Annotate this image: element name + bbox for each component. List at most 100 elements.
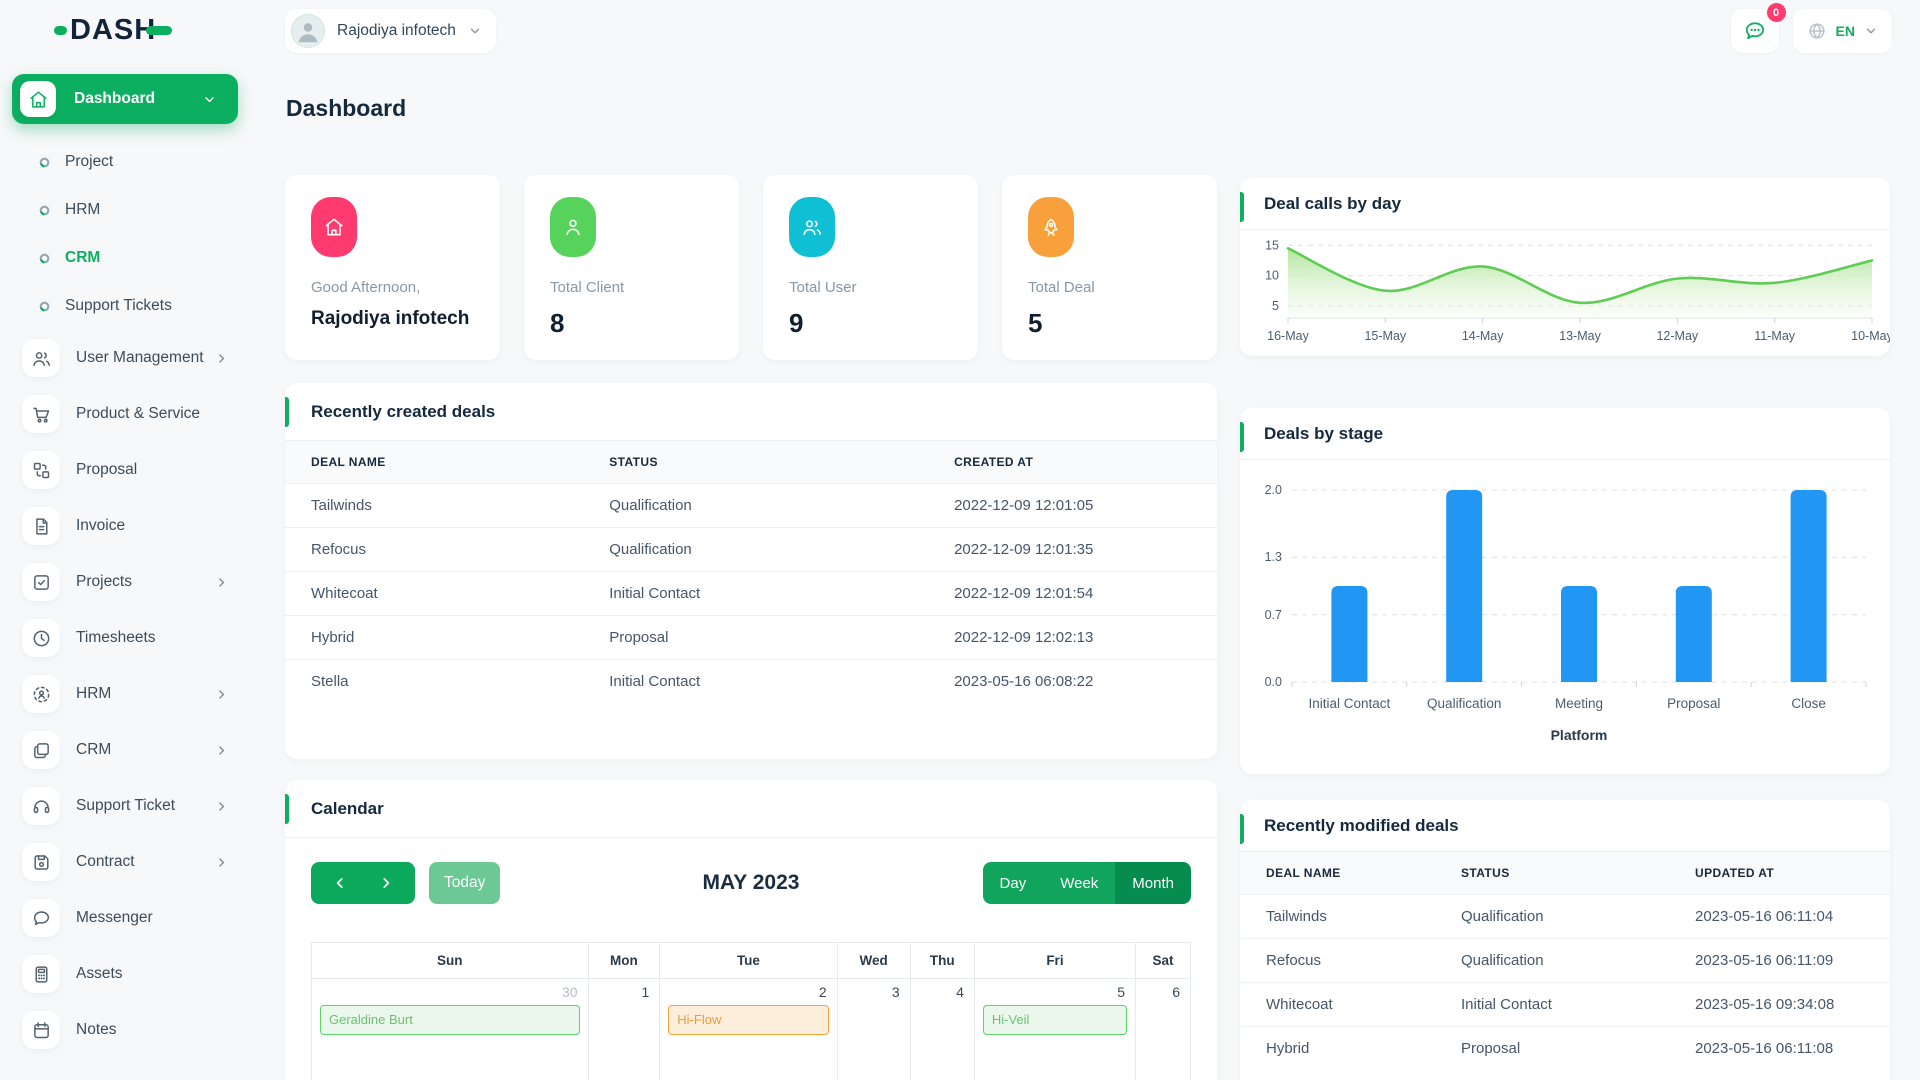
stat-card-total-user: Total User 9	[763, 175, 978, 360]
calendar-day-cell[interactable]: 4	[909, 978, 975, 1080]
stat-card-good-afternoon: Good Afternoon, Rajodiya infotech	[285, 175, 500, 360]
calendar-view-week-button[interactable]: Week	[1043, 862, 1116, 904]
table-row: Whitecoat Initial Contact 2022-12-09 12:01…	[285, 571, 1217, 616]
day-header: Fri	[973, 942, 1137, 979]
stat-value: 5	[1028, 308, 1043, 338]
sidebar-item-user-management[interactable]: User Management	[0, 330, 250, 386]
calendar-day-cell[interactable]: 2 Hi-Flow	[659, 978, 838, 1080]
stat-value: Rajodiya infotech	[311, 308, 470, 329]
chat-bubble-icon	[1743, 19, 1767, 43]
messages-button[interactable]: 0	[1730, 3, 1786, 53]
calculator-icon	[22, 955, 60, 993]
calendar-event[interactable]: Geraldine Burt	[320, 1005, 580, 1035]
calendar-view-switcher: Day Week Month	[982, 862, 1191, 904]
prev-month-button[interactable]	[317, 862, 363, 904]
calendar-day-cell[interactable]: 5 Hi-Veil	[973, 978, 1137, 1080]
chevron-right-icon	[215, 352, 228, 365]
day-header: Wed	[836, 942, 911, 979]
recently-created-deals-card: Recently created deals DEAL NAME STATUS CR…	[285, 383, 1217, 759]
table-cell: Tailwinds	[1240, 894, 1435, 939]
table-cell: Initial Contact	[583, 571, 929, 616]
table-cell: Hybrid	[1240, 1026, 1435, 1070]
logo-text: DASH	[70, 14, 157, 46]
svg-text:11-May: 11-May	[1754, 329, 1796, 343]
table-cell: 2023-05-16 06:08:22	[928, 659, 1217, 703]
svg-text:5: 5	[1272, 299, 1279, 313]
date-number: 3	[891, 984, 900, 1000]
column-header: UPDATED AT	[1669, 852, 1890, 895]
calendar-event[interactable]: Hi-Veil	[982, 1005, 1128, 1035]
date-number: 4	[956, 984, 964, 1000]
sidebar-item-label: Product & Service	[76, 405, 201, 422]
sidebar-item-label: Dashboard	[74, 90, 155, 107]
accent-bar	[1240, 192, 1244, 222]
company-selector[interactable]: Rajodiya infotech	[285, 9, 496, 53]
sidebar-item-product-service[interactable]: Product & Service	[0, 386, 250, 442]
stat-label: Good Afternoon,	[311, 279, 421, 296]
sidebar-item-label: HRM	[65, 201, 101, 218]
sidebar-item-label: HRM	[76, 685, 112, 702]
card-title: Recently created deals	[311, 401, 496, 421]
calendar-day-cell[interactable]: 30 Geraldine Burt	[311, 978, 589, 1080]
calendar-view-day-button[interactable]: Day	[982, 862, 1044, 904]
sidebar-item-dashboard[interactable]: Dashboard	[12, 74, 238, 124]
table-row: Tailwinds Qualification 2023-05-16 06:11:0…	[1240, 894, 1890, 939]
sidebar-item-crm[interactable]: CRM	[0, 234, 250, 282]
language-selector[interactable]: EN	[1792, 9, 1892, 53]
sidebar-item-support-ticket[interactable]: Support Ticket	[0, 778, 250, 834]
table-cell: Qualification	[1435, 894, 1669, 939]
sidebar-item-label: User Management	[76, 349, 204, 366]
sidebar-item-crm[interactable]: CRM	[0, 722, 250, 778]
sidebar-item-label: Project	[65, 153, 114, 170]
calendar-event[interactable]: Hi-Flow	[668, 1005, 829, 1035]
sidebar-item-support-tickets[interactable]: Support Tickets	[0, 282, 250, 330]
language-label: EN	[1835, 23, 1855, 39]
sidebar-item-label: CRM	[76, 741, 112, 758]
calendar-day-cell[interactable]: 1	[587, 978, 661, 1080]
stat-label: Total Deal	[1028, 279, 1095, 296]
sidebar-item-messenger[interactable]: Messenger	[0, 890, 250, 946]
sidebar-item-hrm[interactable]: HRM	[0, 186, 250, 234]
sidebar-item-invoice[interactable]: Invoice	[0, 498, 250, 554]
table-cell: 2023-05-16 06:11:08	[1669, 1026, 1890, 1070]
sidebar-item-projects[interactable]: Projects	[0, 554, 250, 610]
today-button[interactable]: Today	[429, 862, 501, 904]
table-cell: Qualification	[583, 527, 929, 572]
chat-icon	[22, 899, 60, 937]
date-number: 5	[1117, 984, 1126, 1000]
recently-modified-deals-card: Recently modified deals DEAL NAME STATUS U…	[1240, 800, 1890, 1080]
sidebar-item-hrm[interactable]: HRM	[0, 666, 250, 722]
sidebar-item-proposal[interactable]: Proposal	[0, 442, 250, 498]
table-row: Refocus Qualification 2023-05-16 06:11:09	[1240, 938, 1890, 983]
sidebar-item-assets[interactable]: Assets	[0, 946, 250, 1002]
table-cell: Proposal	[1435, 1026, 1669, 1070]
calendar-view-month-button[interactable]: Month	[1115, 862, 1191, 904]
home-icon	[311, 197, 357, 257]
calendar-day-cell[interactable]: 6	[1135, 978, 1191, 1080]
sidebar-item-notes[interactable]: Notes	[0, 1002, 250, 1058]
bullet-icon	[38, 300, 51, 313]
sidebar-item-project[interactable]: Project	[0, 138, 250, 186]
table-row: Tailwinds Qualification 2022-12-09 12:01:0…	[285, 483, 1217, 528]
calendar-day-cell[interactable]: 3	[836, 978, 911, 1080]
day-header: Thu	[909, 942, 975, 979]
calendar-icon	[22, 1011, 60, 1049]
headset-icon	[22, 787, 60, 825]
sidebar-item-label: Notes	[76, 1021, 117, 1038]
logo-dash-icon	[146, 26, 173, 35]
day-header: Mon	[587, 942, 661, 979]
sidebar-item-label: Proposal	[76, 461, 138, 478]
svg-text:1.3: 1.3	[1265, 550, 1282, 564]
app-logo[interactable]: DASH	[54, 14, 173, 46]
next-month-button[interactable]	[363, 862, 409, 904]
table-cell: Stella	[285, 659, 584, 703]
table-row: Stella Initial Contact 2023-05-16 06:08:22	[285, 659, 1217, 703]
chevron-down-icon	[468, 24, 482, 38]
cards-icon	[22, 731, 60, 769]
sidebar-item-timesheets[interactable]: Timesheets	[0, 610, 250, 666]
svg-text:Meeting: Meeting	[1555, 696, 1603, 711]
sidebar-item-contract[interactable]: Contract	[0, 834, 250, 890]
globe-icon	[1807, 21, 1827, 41]
sidebar-item-label: Support Ticket	[76, 797, 176, 814]
stat-value: 8	[550, 308, 565, 338]
